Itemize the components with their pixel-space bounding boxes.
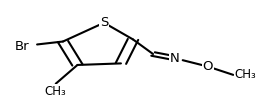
Text: O: O <box>203 60 213 73</box>
Text: CH₃: CH₃ <box>234 68 256 81</box>
Text: CH₃: CH₃ <box>45 85 67 98</box>
Text: S: S <box>100 16 108 29</box>
Text: N: N <box>170 52 180 65</box>
Text: Br: Br <box>15 40 29 53</box>
